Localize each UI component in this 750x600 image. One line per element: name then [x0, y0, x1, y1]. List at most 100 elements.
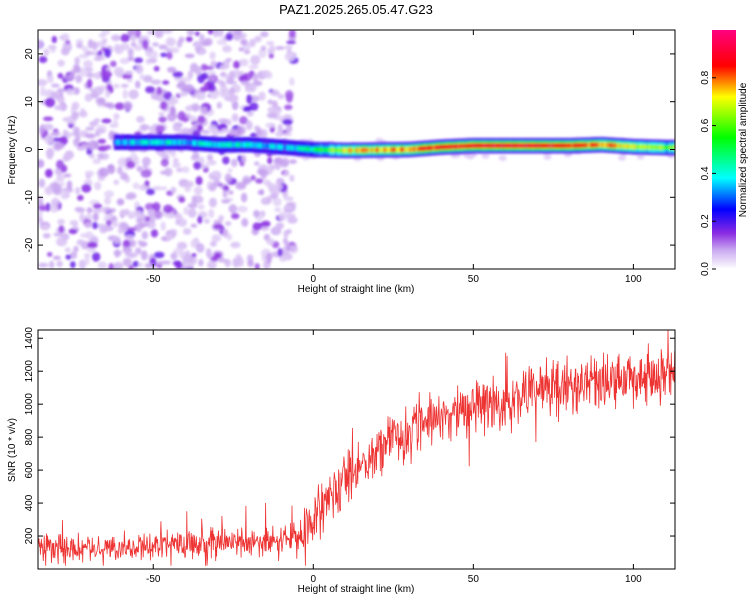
ridge-cell [513, 143, 517, 149]
noise-blob [89, 40, 98, 48]
ridge-cell [465, 143, 469, 149]
y-tick-label: 200 [24, 527, 35, 544]
ridge-cell [588, 142, 592, 148]
noise-blob [161, 186, 168, 191]
noise-blob [81, 45, 89, 53]
noise-blob [239, 116, 248, 125]
ridge-cell [653, 144, 657, 150]
noise-blob [201, 129, 211, 135]
ridge-cell [181, 139, 185, 145]
ridge-cell [665, 145, 669, 150]
noise-blob [54, 104, 65, 111]
noise-blob [211, 170, 222, 178]
colorbar-tick-label: 0.2 [700, 214, 711, 228]
noise-blob [125, 160, 136, 169]
ridge-cell [319, 147, 323, 153]
spectrogram-x-axis: -50 0 50 100 [146, 30, 642, 285]
noise-blob [132, 260, 140, 268]
noise-blob [178, 249, 185, 259]
ridge-cell [605, 142, 609, 148]
ridge-cell [150, 139, 154, 145]
noise-blob [122, 89, 128, 100]
spectrogram-ridge [113, 134, 675, 159]
noise-blob [110, 208, 116, 213]
noise-blob [289, 174, 295, 182]
noise-blob [197, 204, 205, 210]
noise-blob [105, 90, 111, 98]
noise-blob [102, 102, 113, 108]
noise-blob [216, 79, 224, 85]
noise-blob [238, 47, 245, 52]
noise-blob [208, 208, 215, 219]
noise-blob [254, 35, 262, 43]
noise-blob [92, 50, 98, 57]
noise-blob [175, 261, 183, 269]
ridge-cell [369, 147, 373, 153]
noise-blob [181, 127, 190, 136]
noise-blob [78, 53, 89, 59]
noise-blob [158, 116, 167, 123]
noise-blob [172, 122, 182, 132]
ridge-cell [628, 144, 632, 149]
ridge-cell [563, 143, 567, 149]
ridge-cell [453, 144, 457, 149]
ridge-cell [200, 141, 204, 146]
ridge-cell [403, 147, 407, 152]
noise-blob [122, 246, 133, 254]
noise-blob [225, 32, 234, 41]
noise-blob [86, 207, 93, 214]
colorbar-gradient [712, 30, 736, 269]
ridge-cell [572, 143, 576, 148]
noise-blob [178, 91, 189, 97]
noise-blob [62, 155, 68, 162]
noise-blob [44, 97, 56, 108]
noise-blob [231, 100, 239, 111]
ridge-cell [620, 143, 624, 149]
noise-blob [260, 129, 268, 138]
noise-blob [221, 128, 231, 133]
noise-blob [152, 202, 161, 212]
ridge-cell [603, 142, 607, 148]
ridge-cell [484, 143, 488, 149]
noise-blob [84, 231, 94, 240]
noise-blob [169, 47, 180, 54]
noise-blob [79, 212, 85, 222]
noise-blob [134, 57, 144, 64]
ridge-cell [363, 147, 367, 153]
noise-blob [151, 42, 160, 47]
noise-blob [255, 178, 264, 184]
noise-blob [97, 152, 104, 160]
noise-blob [164, 167, 173, 177]
noise-blob [270, 89, 280, 97]
noise-blob [258, 91, 266, 101]
noise-blob [54, 183, 62, 189]
noise-blob [284, 90, 294, 100]
ridge-cell [582, 142, 586, 148]
ridge-cell [344, 148, 348, 153]
noise-blob [156, 260, 164, 265]
ridge-cell [317, 147, 321, 153]
noise-blob [38, 205, 48, 212]
ridge-cell [323, 147, 327, 153]
noise-blob [248, 82, 257, 91]
ridge-cell [499, 143, 503, 149]
noise-blob [124, 234, 135, 239]
ridge-cell [442, 144, 446, 150]
noise-blob [284, 45, 293, 51]
ridge-cell [399, 147, 403, 153]
noise-blob [71, 112, 79, 120]
noise-blob [222, 156, 230, 165]
ridge-cell [340, 147, 344, 153]
ridge-cell [549, 143, 553, 149]
noise-blob [41, 224, 50, 229]
ridge-cell [542, 143, 546, 149]
ridge-cell [190, 140, 194, 146]
ridge-cell [334, 147, 338, 153]
noise-blob [65, 88, 76, 96]
ridge-cell [242, 142, 246, 148]
noise-blob [186, 30, 195, 36]
ridge-cell [230, 142, 234, 148]
noise-blob [38, 78, 48, 87]
ridge-cell [634, 144, 638, 150]
noise-blob [116, 198, 125, 206]
